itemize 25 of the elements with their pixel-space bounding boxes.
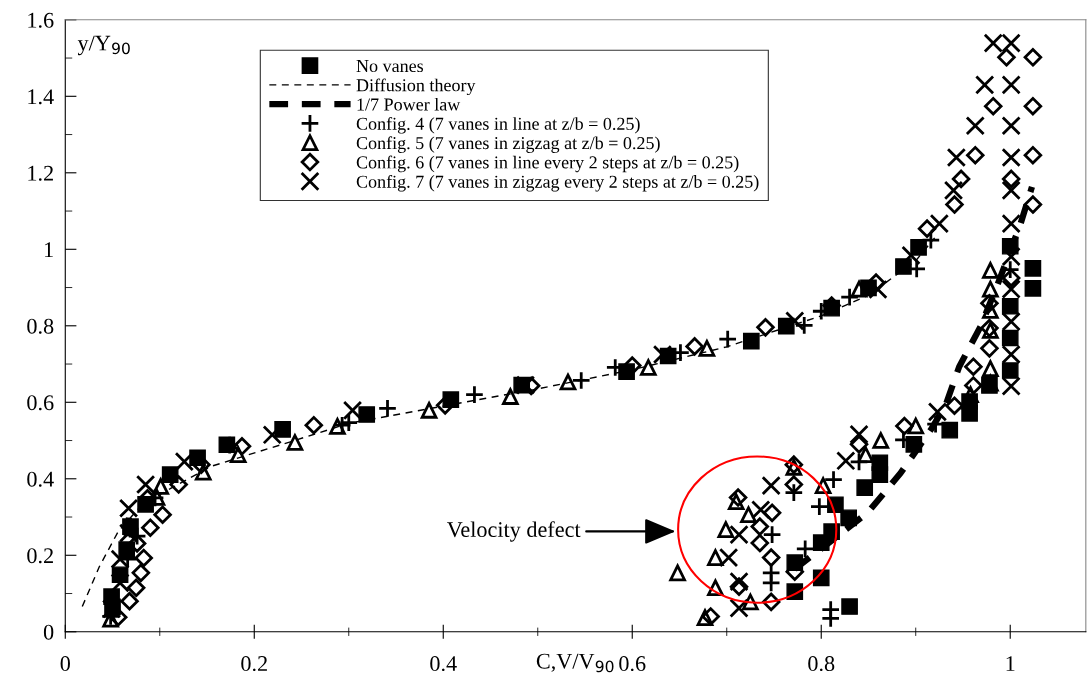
y-tick-label: 1.6 [28,12,54,28]
x-tick-label: 0.8 [808,656,835,672]
y-tick-label: 0.8 [27,318,54,334]
y-tick-label: 1.2 [28,165,53,181]
x-tick-label: 0.6 [619,656,646,672]
legend-label: Diffusion theory [356,78,476,96]
y-tick-label: 1.4 [28,89,54,105]
y-tick-label: 0.2 [27,548,53,564]
legend-label: Config. 4 (7 vanes in line at z/b = 0.25) [356,116,640,134]
x-tick-label: 0.2 [241,656,267,672]
legend-label: Config. 6 (7 vanes in line every 2 steps at z/b = 0.25) [356,155,739,173]
y-tick-label: 0.4 [27,471,54,487]
x-tick-label: 1 [1006,656,1015,671]
legend-label: Config. 7 (7 vanes in zigzag every 2 steps at z/b = 0.25) [356,174,759,192]
x-axis-title: C,V/V$_{90}$ [536,653,614,673]
legend-label: 1/7 Power law [357,97,461,111]
x-tick-label: 0 [60,656,70,672]
y-axis-title: y/Y$_{90}$ [77,35,130,56]
y-tick-label: 0.6 [27,395,54,411]
annotation: Velocity defect [447,521,581,542]
x-tick-label: 0.4 [430,656,457,672]
y-tick-label: 1 [45,242,53,258]
y-tick-label: 0 [43,624,54,640]
legend-label: No vanes [356,60,424,73]
legend-label: Config. 5 (7 vanes in zigzag at z/b = 0.25) [356,136,660,153]
